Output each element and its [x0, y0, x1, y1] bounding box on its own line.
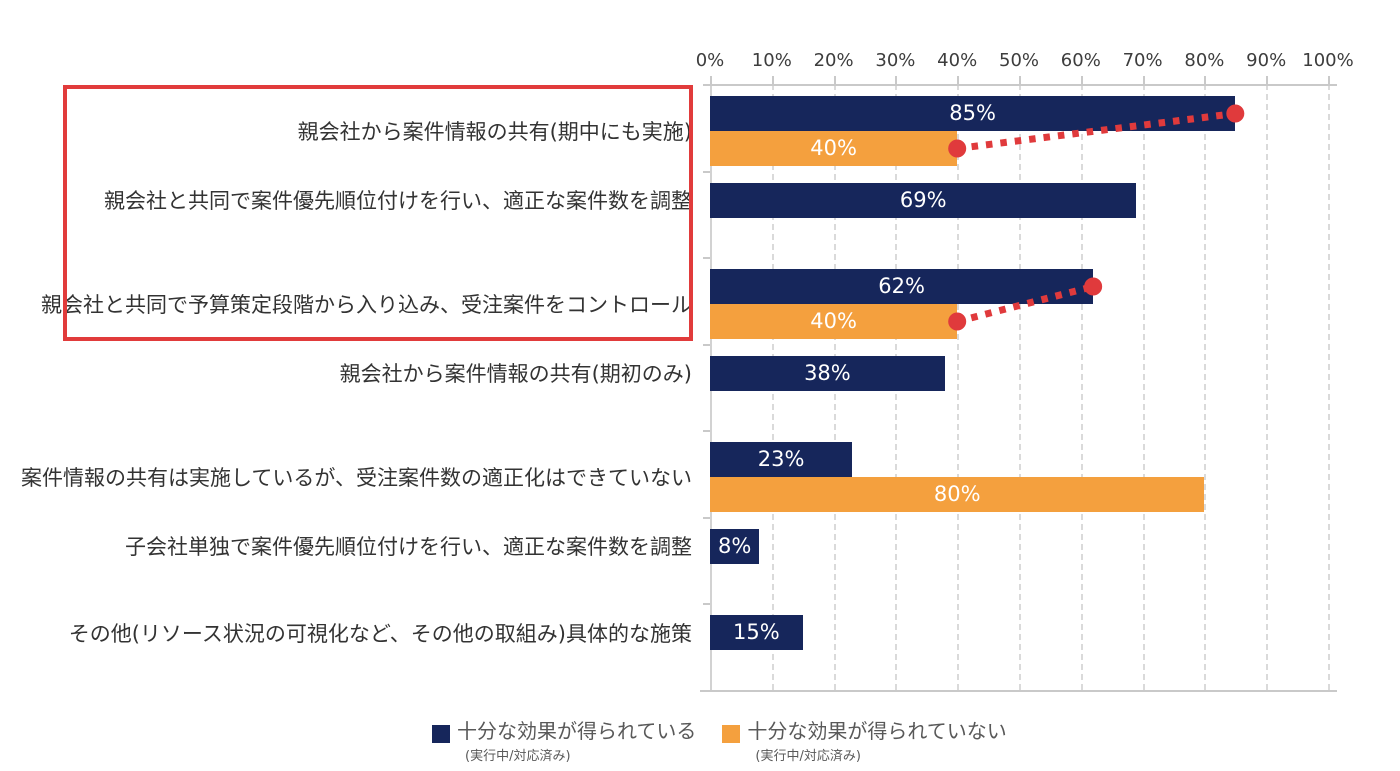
axis-tick-mark [771, 76, 774, 84]
category-axis-tick [703, 257, 710, 259]
bar-value-label: 15% [733, 620, 780, 644]
gridline [1204, 84, 1207, 690]
legend-label-not-effective: 十分な効果が得られていない [747, 719, 1007, 743]
gridline [1328, 84, 1330, 690]
bar-effective: 15% [710, 615, 803, 650]
axis-tick-label: 30% [875, 50, 916, 71]
axis-tick-mark [1266, 76, 1269, 84]
axis-tick-mark [1080, 76, 1083, 84]
axis-tick-mark [710, 76, 712, 84]
bottom-axis-line [700, 689, 1337, 692]
bar-value-label: 8% [718, 533, 752, 558]
bar-effective: 23% [710, 442, 853, 477]
axis-tick-mark [1328, 76, 1330, 84]
legend: 十分な効果が得られている (実行中/対応済み) 十分な効果が得られていない (実… [432, 720, 1007, 764]
axis-tick-label: 80% [1184, 50, 1225, 71]
bar-value-label: 80% [933, 482, 981, 506]
bar-not-effective: 80% [710, 477, 1205, 512]
axis-tick-label: 40% [937, 50, 978, 71]
category-label: 子会社単独で案件優先順位付けを行い、適正な案件数を調整 [125, 535, 692, 559]
legend-sublabel-not-effective: (実行中/対応済み) [755, 749, 861, 764]
gridline [1266, 84, 1269, 690]
bar-value-label: 40% [810, 136, 857, 160]
legend-sublabel-effective: (実行中/対応済み) [465, 749, 571, 764]
axis-tick-label: 100% [1302, 50, 1354, 71]
bar-effective: 69% [710, 182, 1137, 218]
bar-effective: 85% [710, 96, 1236, 131]
category-label: その他(リソース状況の可視化など、その他の取組み)具体的な施策 [68, 621, 692, 646]
gridline [1019, 84, 1021, 690]
category-label: 案件情報の共有は実施しているが、受注案件数の適正化はできていない [21, 466, 692, 490]
bar-effective: 62% [710, 269, 1094, 304]
axis-tick-label: 10% [751, 50, 792, 71]
legend-swatch-orange [722, 725, 741, 743]
bar-value-label: 40% [810, 309, 857, 333]
axis-tick-mark [957, 76, 960, 84]
legend-label-effective: 十分な効果が得られている [457, 719, 697, 743]
bar-value-label: 23% [757, 447, 805, 471]
category-label: 親会社と共同で予算策定段階から入り込み、受注案件をコントロール [41, 293, 692, 317]
bar-value-label: 62% [878, 274, 925, 298]
bar-value-label: 69% [899, 187, 947, 212]
bar-not-effective: 40% [710, 131, 958, 166]
legend-texts: 十分な効果が得られていない (実行中/対応済み) [747, 719, 1007, 765]
axis-tick-label: 70% [1122, 50, 1163, 71]
top-axis-line [703, 84, 1337, 86]
gridline [957, 84, 960, 690]
bar-not-effective: 40% [710, 304, 958, 339]
axis-tick-label: 60% [1060, 50, 1101, 71]
axis-tick-label: 50% [998, 50, 1040, 71]
bar-value-label: 38% [804, 360, 851, 385]
gridline [1142, 84, 1145, 690]
category-axis-tick [703, 430, 710, 432]
bar-value-label: 85% [949, 101, 996, 125]
axis-tick-label: 90% [1246, 50, 1287, 71]
category-axis-tick [703, 516, 710, 519]
axis-tick-mark [1204, 76, 1207, 84]
legend-swatch-navy [432, 725, 450, 743]
axis-tick-mark [833, 76, 836, 84]
highlight-box [63, 85, 693, 341]
category-axis-tick [703, 170, 710, 173]
legend-item-effective: 十分な効果が得られている (実行中/対応済み) [432, 720, 696, 764]
axis-tick-mark [1019, 76, 1021, 84]
gridline [1080, 84, 1083, 690]
axis-tick-label: 20% [813, 50, 854, 71]
category-axis-tick [703, 689, 710, 692]
legend-texts: 十分な効果が得られている (実行中/対応済み) [457, 719, 697, 765]
axis-tick-label: 0% [695, 50, 725, 71]
category-axis-tick [703, 84, 710, 86]
category-label: 親会社から案件情報の共有(期初のみ) [339, 362, 692, 386]
category-label: 親会社と共同で案件優先順位付けを行い、適正な案件数を調整 [104, 189, 692, 213]
axis-tick-mark [1142, 76, 1145, 84]
category-axis-tick [703, 343, 710, 346]
category-axis-tick [703, 603, 710, 605]
category-label: 親会社から案件情報の共有(期中にも実施) [297, 120, 692, 144]
bar-effective: 8% [710, 528, 760, 564]
axis-tick-mark [895, 76, 898, 84]
legend-item-not-effective: 十分な効果が得られていない (実行中/対応済み) [722, 719, 1007, 765]
bar-effective: 38% [710, 355, 945, 391]
